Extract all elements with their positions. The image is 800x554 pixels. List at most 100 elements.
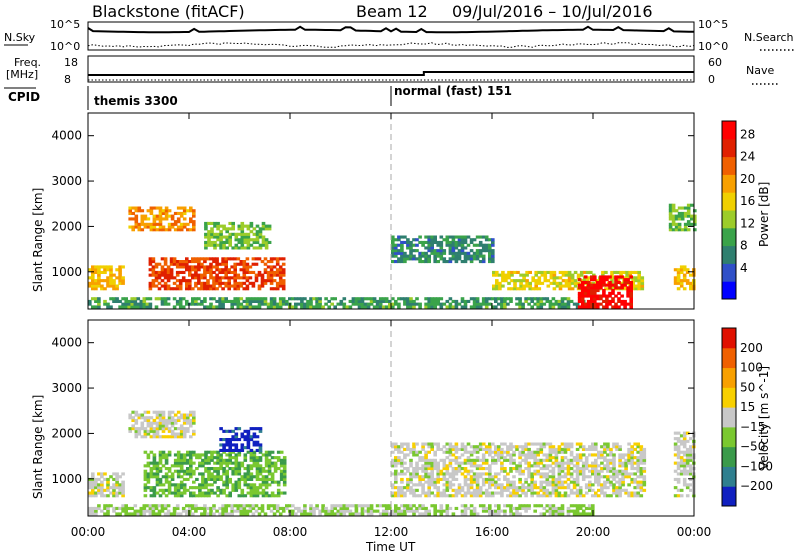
- range-cell: [182, 435, 187, 439]
- range-cell: [515, 506, 519, 510]
- range-cell: [258, 491, 263, 495]
- range-cell: [143, 427, 148, 431]
- range-cell: [394, 486, 398, 490]
- range-cell: [201, 494, 205, 498]
- range-cell: [222, 458, 226, 462]
- range-cell: [624, 488, 628, 492]
- range-cell: [121, 480, 125, 484]
- range-cell: [457, 243, 462, 247]
- nsearch-trace: [87, 42, 695, 48]
- range-cell: [186, 467, 190, 471]
- range-cell: [155, 424, 160, 428]
- range-cell: [466, 469, 471, 473]
- range-cell: [200, 302, 204, 306]
- range-cell: [463, 494, 468, 498]
- range-cell: [213, 243, 217, 247]
- range-cell: [204, 240, 208, 244]
- range-cell: [189, 494, 193, 498]
- range-cell: [624, 491, 628, 495]
- range-cell: [163, 512, 168, 516]
- range-cell: [197, 262, 201, 266]
- range-cell: [551, 467, 556, 471]
- range-cell: [209, 262, 213, 266]
- range-cell: [158, 217, 163, 221]
- range-cell: [212, 276, 216, 280]
- range-cell: [354, 297, 359, 301]
- range-cell: [536, 494, 540, 498]
- range-cell: [495, 281, 499, 285]
- range-cell: [673, 281, 678, 285]
- range-cell: [210, 488, 214, 492]
- range-cell: [593, 278, 597, 282]
- range-cell: [160, 284, 165, 288]
- range-cell: [228, 494, 232, 498]
- range-cell: [424, 464, 428, 468]
- range-cell: [134, 421, 139, 425]
- range-cell: [155, 222, 160, 226]
- range-cell: [469, 464, 474, 468]
- range-cell: [668, 206, 673, 210]
- range-cell: [639, 447, 644, 451]
- range-cell: [472, 447, 477, 451]
- range-cell: [448, 260, 453, 264]
- range-cell: [182, 483, 187, 487]
- range-cell: [594, 467, 598, 471]
- range-cell: [161, 209, 166, 213]
- range-cell: [683, 206, 688, 210]
- range-cell: [427, 480, 431, 484]
- range-cell: [689, 483, 693, 487]
- range-cell: [551, 506, 556, 510]
- range-cell: [689, 445, 693, 449]
- range-cell: [560, 299, 565, 303]
- range-cell: [149, 435, 154, 439]
- range-cell: [676, 270, 681, 274]
- range-cell: [381, 504, 386, 508]
- range-cell: [216, 227, 220, 231]
- range-cell: [454, 469, 459, 473]
- range-cell: [166, 276, 171, 280]
- range-cell: [158, 450, 163, 454]
- range-cell: [575, 456, 580, 460]
- range-cell: [552, 281, 557, 285]
- range-cell: [491, 249, 495, 253]
- range-cell: [421, 506, 425, 510]
- range-cell: [521, 483, 525, 487]
- range-cell: [130, 299, 134, 303]
- range-cell: [170, 214, 175, 218]
- range-cell: [276, 458, 281, 462]
- range-cell: [436, 469, 440, 473]
- range-cell: [430, 235, 434, 239]
- range-cell: [457, 486, 462, 490]
- range-cell: [273, 464, 278, 468]
- range-cell: [154, 506, 159, 510]
- range-cell: [281, 302, 286, 306]
- range-cell: [427, 260, 431, 264]
- range-cell: [221, 262, 225, 266]
- range-cell: [427, 488, 431, 492]
- range-cell: [445, 467, 450, 471]
- range-cell: [564, 270, 569, 274]
- range-cell: [409, 249, 413, 253]
- range-cell: [581, 464, 586, 468]
- range-cell: [270, 456, 275, 460]
- range-cell: [497, 504, 501, 508]
- range-cell: [345, 506, 350, 510]
- range-cell: [351, 504, 356, 508]
- range-cell: [158, 206, 163, 210]
- colorbar-tick-label: 15: [740, 400, 755, 414]
- range-cell: [342, 297, 347, 301]
- range-cell: [275, 281, 280, 285]
- range-cell: [475, 458, 480, 462]
- range-cell: [179, 427, 184, 431]
- range-cell: [221, 512, 225, 516]
- range-cell: [567, 284, 572, 288]
- range-cell: [233, 265, 237, 269]
- range-cell: [578, 486, 583, 490]
- range-cell: [685, 450, 690, 454]
- range-cell: [219, 464, 223, 468]
- range-cell: [573, 281, 578, 285]
- range-cell: [112, 281, 116, 285]
- range-cell: [506, 472, 510, 476]
- range-cell: [233, 262, 237, 266]
- range-cell: [689, 273, 693, 277]
